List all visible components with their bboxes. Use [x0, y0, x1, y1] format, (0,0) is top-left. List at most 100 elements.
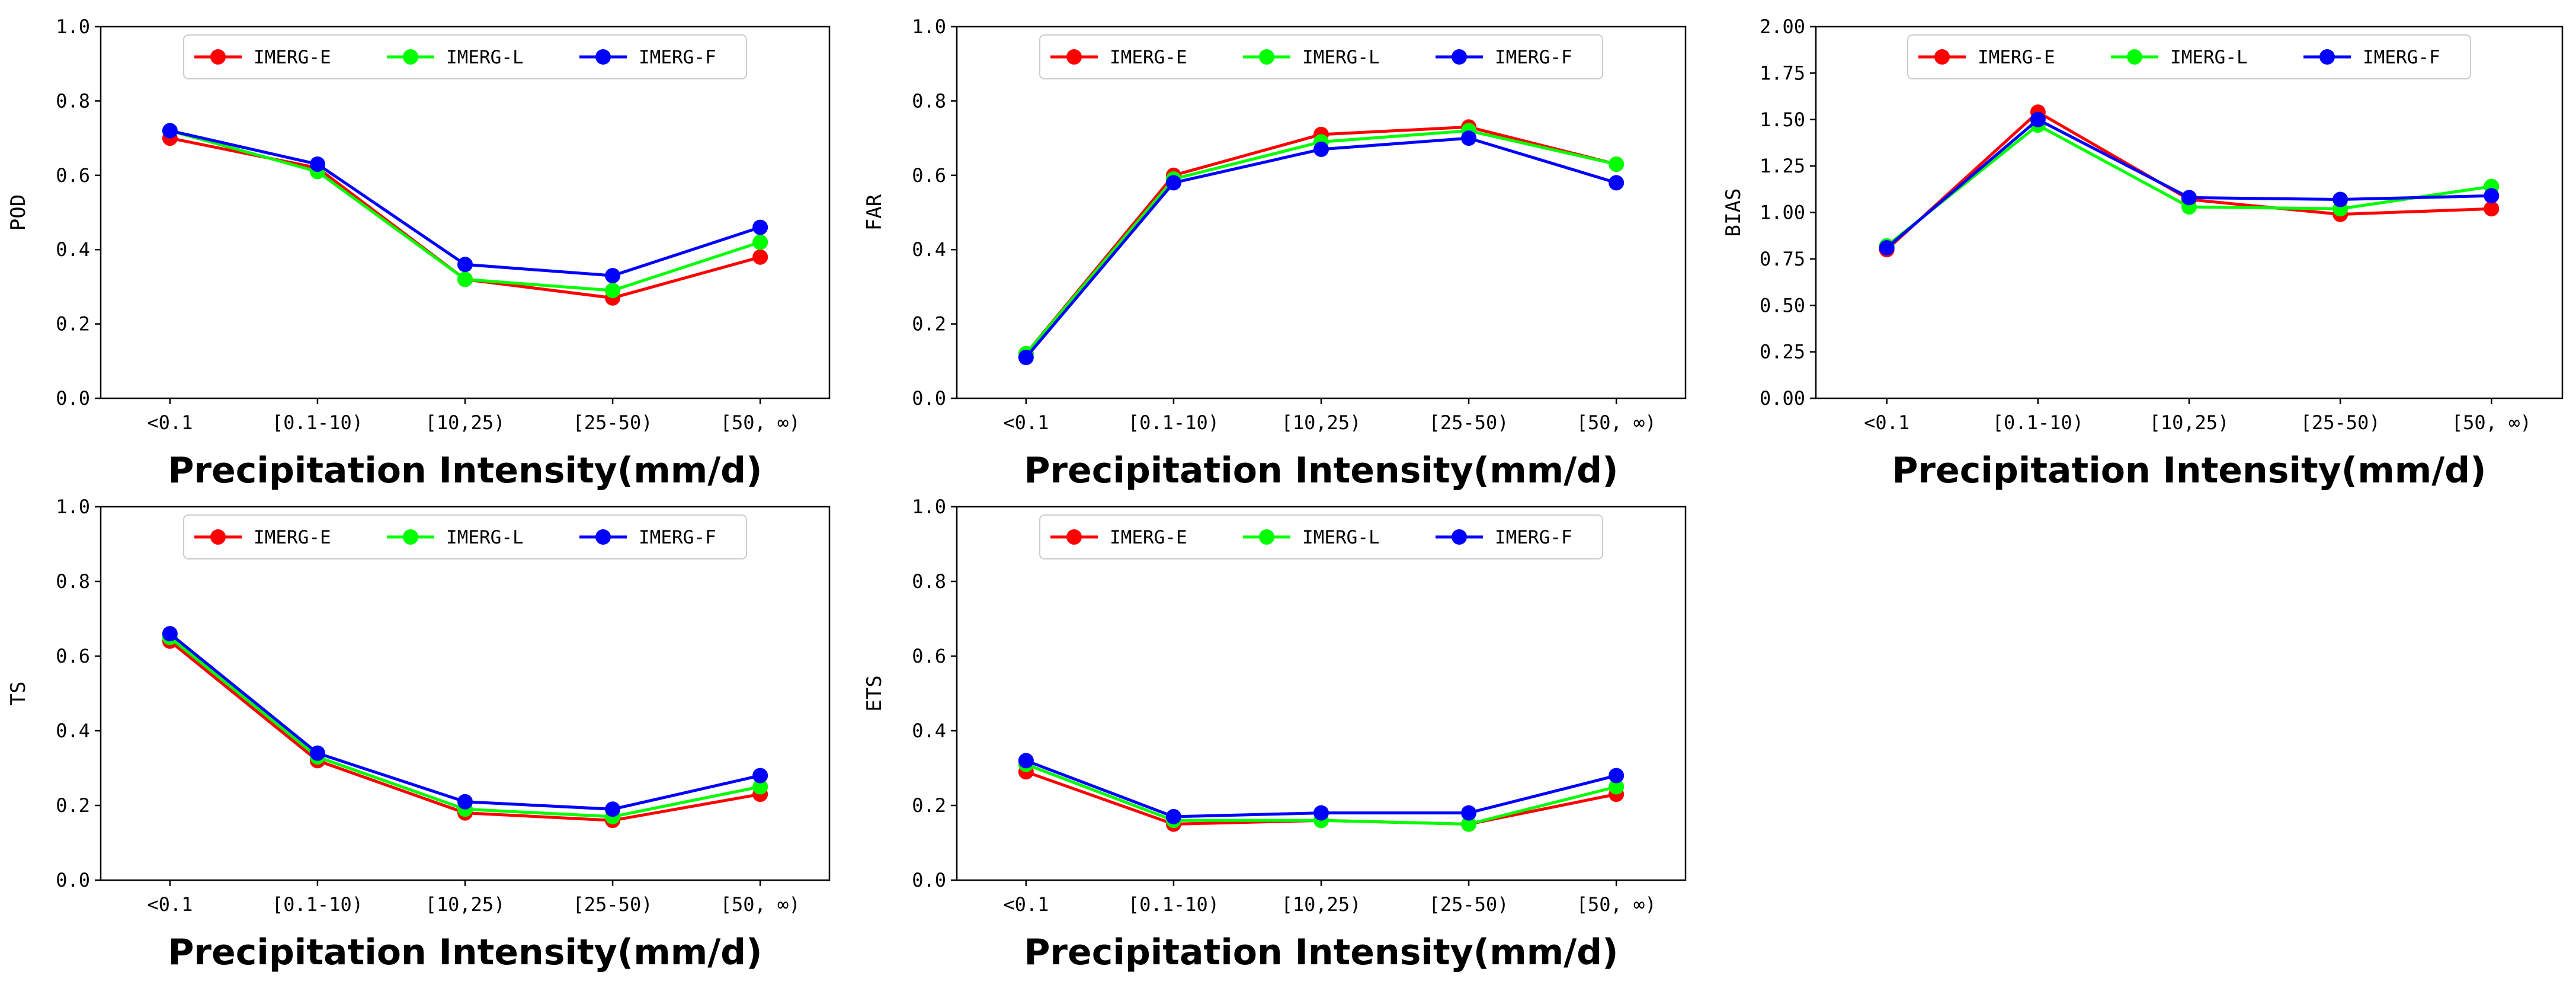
- data-point-imerg-f-0: [162, 123, 178, 139]
- series-line-imerg-f: [169, 129, 761, 277]
- data-point-imerg-f-0: [1879, 240, 1895, 256]
- legend-label: IMERG-E: [254, 47, 331, 68]
- data-point-imerg-l-4: [752, 779, 768, 795]
- data-point-imerg-f-4: [752, 768, 768, 784]
- legend-label: IMERG-E: [1110, 47, 1187, 68]
- legend: IMERG-E IMERG-L IMERG-F: [1039, 34, 1603, 79]
- data-point-imerg-f-3: [605, 268, 621, 284]
- legend-box: [183, 34, 747, 79]
- legend: IMERG-E IMERG-L IMERG-F: [183, 34, 747, 79]
- legend-marker: [1066, 529, 1082, 545]
- y-tick-label: 0.2: [912, 313, 946, 335]
- y-tick-label: 1.50: [1760, 108, 1805, 131]
- legend-label: IMERG-L: [1302, 527, 1380, 548]
- legend-marker: [595, 49, 611, 65]
- y-tick-label: 0.8: [912, 570, 946, 593]
- y-tick-label: 0.4: [56, 238, 90, 261]
- series-line-imerg-l: [169, 636, 761, 818]
- y-tick-label: 0.6: [912, 164, 946, 187]
- x-tick-label: [50, ∞): [1577, 411, 1657, 434]
- plot-frame: [956, 25, 1687, 399]
- x-tick-label: [10,25): [1281, 893, 1361, 916]
- data-point-imerg-f-4: [752, 219, 768, 235]
- data-point-imerg-e-4: [752, 249, 768, 265]
- y-tick-label: 0.8: [912, 89, 946, 112]
- y-tick-label: 0.4: [912, 238, 946, 261]
- x-axis-label: Precipitation Intensity(mm/d): [1024, 450, 1618, 491]
- chart-pod: 0.0 0.2 0.4 0.6 0.8 1.0 <0.1 [0.1-10) [10,25) [25…: [7, 15, 831, 491]
- y-axis-label: BIAS: [1722, 188, 1745, 237]
- y-tick-label: 1.0: [912, 15, 946, 38]
- legend-marker: [210, 49, 226, 65]
- y-tick-label: 0.6: [912, 645, 946, 667]
- data-point-imerg-f-0: [162, 626, 178, 642]
- series-line-imerg-l: [1024, 129, 1617, 355]
- legend-label: IMERG-F: [1495, 47, 1572, 68]
- x-tick-label: [0.1-10): [1128, 411, 1219, 434]
- legend-label: IMERG-E: [254, 527, 331, 548]
- y-axis-label: FAR: [863, 194, 886, 231]
- x-tick-label: <0.1: [1003, 893, 1049, 916]
- legend-label: IMERG-L: [2170, 47, 2248, 68]
- y-tick-label: 1.00: [1760, 202, 1805, 224]
- x-tick-label: [0.1-10): [1992, 411, 2084, 434]
- y-tick-label: 0.8: [56, 89, 90, 112]
- data-point-imerg-f-2: [457, 794, 473, 810]
- legend-box: [1039, 514, 1603, 559]
- legend-label: IMERG-F: [639, 47, 716, 68]
- series-line-imerg-f: [169, 632, 761, 811]
- legend-label: IMERG-L: [1302, 47, 1380, 68]
- data-point-imerg-f-1: [1165, 808, 1181, 824]
- y-axis-label: POD: [7, 194, 30, 231]
- y-tick-label: 0.2: [56, 794, 90, 817]
- y-tick-label: 0.00: [1760, 387, 1805, 410]
- data-point-imerg-f-2: [1313, 805, 1329, 821]
- y-axis-label: TS: [7, 682, 30, 706]
- data-point-imerg-f-0: [1018, 350, 1034, 366]
- y-tick-label: 0.0: [56, 387, 90, 410]
- x-tick-label: [10,25): [425, 893, 505, 916]
- legend-marker: [595, 529, 611, 545]
- y-tick-label: 1.0: [912, 495, 946, 518]
- data-point-imerg-f-2: [1313, 141, 1329, 157]
- data-point-imerg-f-3: [1461, 805, 1477, 821]
- x-tick-label: [10,25): [1281, 411, 1361, 434]
- y-tick-label: 2.00: [1760, 15, 1805, 38]
- legend-marker: [1452, 49, 1467, 65]
- data-point-imerg-f-1: [309, 745, 325, 761]
- legend-marker: [1259, 49, 1274, 65]
- legend: IMERG-E IMERG-L IMERG-F: [1039, 514, 1603, 559]
- legend-marker: [2319, 49, 2335, 65]
- x-tick-label: [25-50): [1429, 893, 1509, 916]
- x-tick-label: <0.1: [147, 411, 193, 434]
- x-axis-label: Precipitation Intensity(mm/d): [1892, 450, 2486, 491]
- data-point-imerg-f-3: [2333, 191, 2348, 207]
- x-axis-label: Precipitation Intensity(mm/d): [168, 932, 762, 973]
- x-tick-label: [50, ∞): [1577, 893, 1657, 916]
- y-tick-label: 1.0: [56, 15, 90, 38]
- y-tick-label: 1.25: [1760, 155, 1805, 177]
- y-tick-label: 0.0: [56, 869, 90, 891]
- plot-frame: [100, 25, 831, 399]
- legend-marker: [1452, 529, 1467, 545]
- y-tick-label: 0.6: [56, 645, 90, 667]
- y-tick-label: 0.6: [56, 164, 90, 187]
- x-tick-label: [0.1-10): [1128, 893, 1219, 916]
- legend-label: IMERG-F: [2363, 47, 2440, 68]
- x-tick-label: [50, ∞): [2452, 411, 2532, 434]
- legend-box: [1039, 34, 1603, 79]
- y-tick-label: 0.75: [1760, 248, 1805, 270]
- data-point-imerg-f-4: [1609, 175, 1625, 191]
- x-axis-label: Precipitation Intensity(mm/d): [168, 450, 762, 491]
- legend-marker: [1259, 529, 1274, 545]
- y-tick-label: 1.0: [56, 495, 90, 518]
- x-tick-label: [10,25): [2149, 411, 2229, 434]
- y-tick-label: 0.4: [912, 720, 946, 742]
- legend-box: [1907, 34, 2471, 79]
- y-tick-label: 0.0: [912, 869, 946, 891]
- x-tick-label: [25-50): [1429, 411, 1509, 434]
- series-line-imerg-l: [1886, 123, 2492, 247]
- legend-marker: [210, 529, 226, 545]
- x-tick-label: [25-50): [573, 411, 653, 434]
